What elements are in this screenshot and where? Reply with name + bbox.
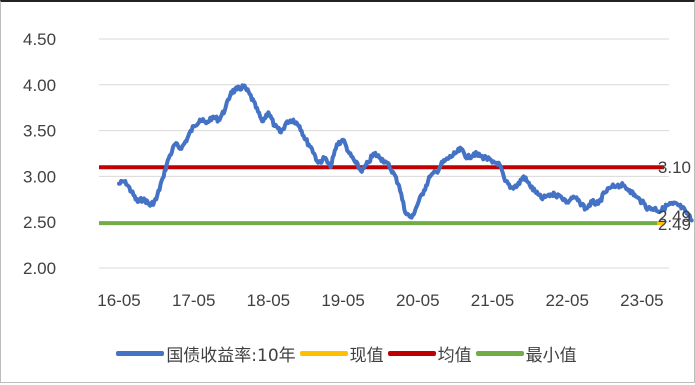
yield-line xyxy=(117,83,694,223)
x-tick-label-4: 20-05 xyxy=(396,291,439,310)
y-tick-label-1: 2.50 xyxy=(23,213,56,232)
legend-swatch-yield xyxy=(116,350,165,356)
legend-item-yield: 国债收益率:10年 xyxy=(116,341,299,366)
legend-item-current: 现值 xyxy=(299,341,388,366)
legend: 国债收益率:10年 现值 均值 最小值 xyxy=(1,338,695,368)
legend-label-current: 现值 xyxy=(349,345,384,366)
x-tick-label-2: 18-05 xyxy=(247,291,290,310)
y-tick-label-0: 2.00 xyxy=(23,259,56,278)
x-tick-label-0: 16-05 xyxy=(97,291,140,310)
data-label-min: 2.49 xyxy=(658,215,691,234)
x-tick-label-1: 17-05 xyxy=(172,291,215,310)
x-tick-label-5: 21-05 xyxy=(471,291,514,310)
legend-item-min: 最小值 xyxy=(475,341,581,366)
legend-swatch-min xyxy=(475,350,524,356)
data-label-current: 2.49 xyxy=(658,207,691,226)
legend-label-mean: 均值 xyxy=(437,345,472,366)
data-label-mean: 3.10 xyxy=(658,158,691,177)
x-tick-label-3: 19-05 xyxy=(321,291,364,310)
y-tick-label-5: 4.50 xyxy=(23,30,56,49)
legend-item-mean: 均值 xyxy=(387,341,476,366)
x-tick-label-7: 23-05 xyxy=(620,291,663,310)
y-tick-label-3: 3.50 xyxy=(23,122,56,141)
y-tick-label-4: 4.00 xyxy=(23,76,56,95)
legend-swatch-current xyxy=(299,350,348,356)
legend-label-yield: 国债收益率:10年 xyxy=(166,345,296,366)
x-tick-label-6: 22-05 xyxy=(545,291,588,310)
legend-label-min: 最小值 xyxy=(525,345,577,366)
legend-swatch-mean xyxy=(387,350,436,356)
y-tick-label-2: 3.00 xyxy=(23,167,56,186)
